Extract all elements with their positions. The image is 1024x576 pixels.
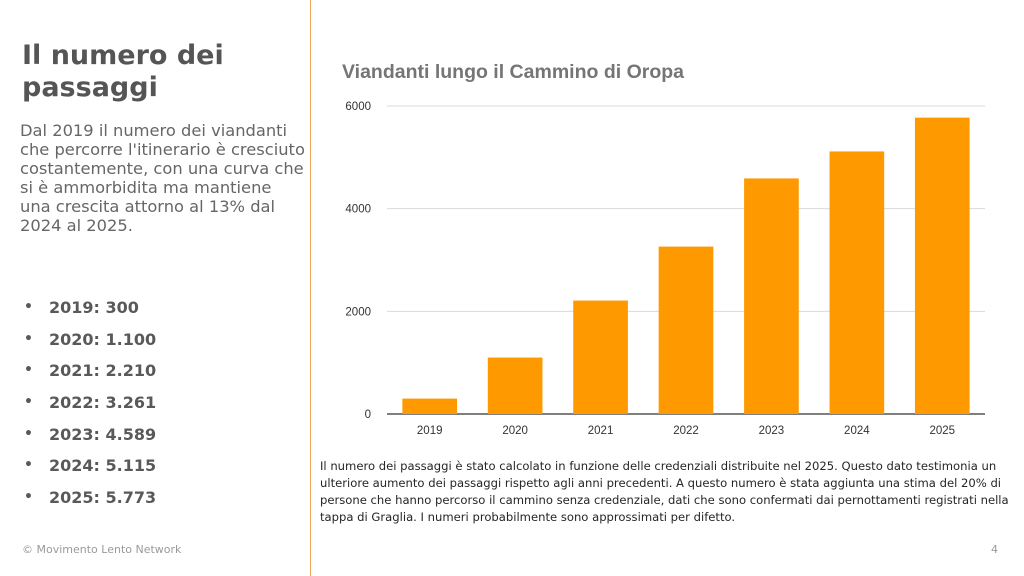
- list-item: • 2021: 2.210: [22, 355, 156, 387]
- list-item: • 2024: 5.115: [22, 450, 156, 482]
- y-axis-ticks: 0 2000 4000 6000: [345, 101, 371, 421]
- x-tick-label: 2019: [417, 425, 443, 437]
- page-number: 4: [991, 543, 998, 556]
- list-item: • 2020: 1.100: [22, 324, 156, 356]
- chart-title: Viandanti lungo il Cammino di Oropa: [342, 61, 684, 83]
- x-axis-ticks: 2019 2020 2021 2022 2023 2024 2025: [417, 425, 955, 437]
- list-item: • 2019: 300: [22, 292, 156, 324]
- bullet-icon: •: [24, 457, 33, 474]
- y-tick-label: 6000: [345, 101, 371, 113]
- bar: [658, 246, 714, 414]
- list-item-text: 2025: 5.773: [49, 488, 157, 508]
- yearly-passages-list: • 2019: 300 • 2020: 1.100 • 2021: 2.210 • 20…: [22, 292, 156, 514]
- y-tick-label: 2000: [345, 306, 371, 318]
- bullet-icon: •: [24, 299, 33, 315]
- vertical-divider: [310, 0, 311, 576]
- x-tick-label: 2020: [502, 425, 528, 437]
- bar-chart: Viandanti lungo il Cammino di Oropa 0 200…: [342, 61, 985, 437]
- list-item: • 2023: 4.589: [22, 419, 156, 451]
- bar: [573, 300, 628, 414]
- bars: [402, 117, 970, 415]
- list-item-text: 2021: 2.210: [49, 361, 157, 381]
- x-tick-label: 2025: [929, 425, 955, 437]
- intro-paragraph: Dal 2019 il numero dei viandanti che per…: [20, 121, 305, 235]
- bullet-icon: •: [24, 425, 33, 442]
- list-item: • 2025: 5.773: [22, 482, 156, 514]
- x-tick-label: 2023: [759, 425, 785, 437]
- list-item-text: 2022: 3.261: [49, 393, 157, 413]
- bar: [487, 357, 543, 414]
- list-item-text: 2024: 5.115: [49, 456, 157, 476]
- bar: [914, 117, 970, 415]
- methodology-note: Il numero dei passaggi è stato calcolato…: [320, 459, 1009, 524]
- x-tick-label: 2022: [673, 425, 699, 437]
- bar: [402, 398, 458, 414]
- y-tick-label: 0: [365, 409, 371, 421]
- bullet-icon: •: [24, 489, 33, 506]
- x-tick-label: 2021: [588, 425, 614, 437]
- y-tick-label: 4000: [345, 204, 371, 216]
- bullet-icon: •: [24, 362, 33, 379]
- footer-copyright: © Movimento Lento Network: [22, 543, 182, 556]
- bar: [829, 151, 885, 414]
- list-item-text: 2019: 300: [49, 298, 139, 317]
- bar: [744, 178, 799, 414]
- list-item: • 2022: 3.261: [22, 387, 156, 419]
- list-item-text: 2020: 1.100: [49, 329, 157, 349]
- x-tick-label: 2024: [844, 425, 870, 437]
- slide-title: Il numero dei passaggi: [22, 40, 224, 103]
- bullet-icon: •: [24, 394, 33, 411]
- bullet-icon: •: [24, 330, 33, 347]
- list-item-text: 2023: 4.589: [49, 424, 157, 444]
